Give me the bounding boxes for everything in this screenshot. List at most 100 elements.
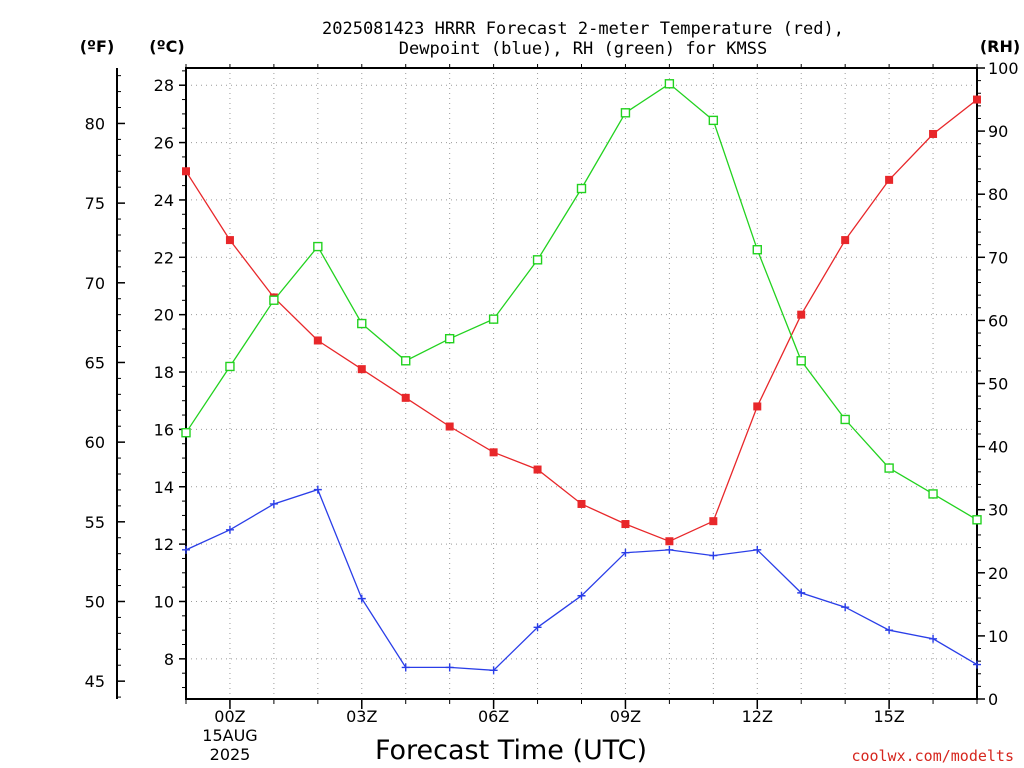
rh-point [884, 463, 894, 473]
dewpoint-point [533, 623, 542, 632]
dewpoint-point [225, 525, 234, 534]
rh-tick-label: 70 [988, 248, 1008, 267]
temperature-point [973, 95, 981, 104]
rh-tick-label: 60 [988, 311, 1008, 330]
rh-point [620, 108, 631, 118]
temperature-point [753, 402, 762, 411]
credit-link[interactable]: coolwx.com/modelts [851, 747, 1014, 765]
rh-point [576, 183, 587, 194]
rh-tick-label: 50 [988, 375, 1008, 394]
rh-point [269, 295, 279, 305]
fahrenheit-tick-label: 60 [85, 433, 105, 452]
celsius-tick-label: 24 [154, 191, 174, 210]
dewpoint-point [797, 588, 806, 597]
celsius-tick-label: 16 [154, 420, 174, 439]
fahrenheit-tick-label: 65 [85, 353, 105, 372]
rh-point [664, 79, 675, 89]
dewpoint-point [445, 663, 454, 672]
rh-point [972, 515, 982, 525]
temperature-point [885, 175, 894, 184]
celsius-tick-label: 26 [154, 134, 174, 153]
rh-point [444, 333, 455, 344]
dewpoint-point [709, 551, 718, 560]
x-axis-label: Forecast Time (UTC) [375, 735, 647, 766]
date-label-year: 2025 [210, 745, 251, 764]
x-tick-label: 00Z [214, 707, 245, 726]
dewpoint-point [753, 545, 762, 554]
celsius-tick-label: 28 [154, 76, 174, 95]
temperature-point [489, 448, 498, 457]
rh-tick-label: 30 [988, 501, 1008, 520]
dewpoint-point [313, 485, 322, 494]
temperature-point [225, 236, 234, 245]
temperature-point [929, 129, 938, 138]
temperature-point [401, 393, 410, 402]
temperature-point [709, 517, 718, 526]
fahrenheit-tick-label: 55 [85, 513, 105, 532]
temperature-point [313, 336, 322, 345]
rh-tick-label: 40 [988, 438, 1008, 457]
dewpoint-point [182, 545, 190, 554]
temperature-point [577, 499, 586, 508]
chart-title: 2025081423 HRRR Forecast 2-meter Tempera… [322, 19, 844, 39]
fahrenheit-tick-label: 50 [85, 592, 105, 611]
rh-point [752, 245, 762, 255]
dewpoint-point [885, 626, 894, 635]
temperature-point [357, 365, 366, 374]
celsius-tick-label: 10 [154, 592, 174, 611]
temperature-point [797, 310, 806, 319]
celsius-tick-label: 14 [154, 478, 174, 497]
rh-tick-label: 20 [988, 564, 1008, 583]
fahrenheit-tick-label: 70 [85, 274, 105, 293]
dewpoint-point [665, 545, 674, 554]
x-tick-label: 03Z [346, 707, 377, 726]
dewpoint-point [401, 663, 410, 672]
celsius-unit-label: (ºC) [149, 37, 184, 56]
rh-point [313, 241, 323, 252]
dewpoint-point [357, 594, 366, 603]
rh-point [796, 356, 806, 366]
rh-point [401, 356, 411, 366]
dewpoint-point [577, 591, 586, 600]
series-layer [181, 79, 982, 675]
temperature-point [665, 537, 674, 546]
dewpoint-point [929, 634, 938, 643]
x-tick-label: 15Z [873, 707, 904, 726]
rh-point [928, 489, 938, 499]
rh-point [708, 115, 719, 126]
rh-point [181, 428, 191, 438]
rh-tick-label: 80 [988, 185, 1008, 204]
dewpoint-point [489, 666, 498, 675]
date-label-day: 15AUG [202, 726, 257, 745]
x-tick-label: 12Z [742, 707, 773, 726]
temperature-series-line [185, 99, 978, 543]
rh-point [840, 414, 850, 425]
dewpoint-point [841, 603, 850, 612]
x-tick-label: 06Z [478, 707, 509, 726]
rh-tick-label: 0 [988, 690, 998, 709]
rh-unit-label: (RH) [980, 37, 1020, 56]
temperature-point [621, 520, 630, 529]
rh-point [488, 314, 499, 324]
temperature-point [182, 167, 190, 176]
celsius-tick-label: 18 [154, 363, 174, 382]
celsius-tick-label: 12 [154, 535, 174, 554]
rh-point [532, 255, 543, 265]
rh-series-line [185, 82, 978, 521]
tick-layer: 00Z 03Z 06Z 09Z 12Z 15Z 8 10 12 14 16 18 20 22 24 26 28 4… [85, 59, 1019, 726]
fahrenheit-tick-label: 45 [85, 672, 105, 691]
dewpoint-point [973, 660, 981, 669]
fahrenheit-tick-label: 75 [85, 194, 105, 213]
celsius-tick-label: 8 [164, 650, 174, 669]
rh-point [225, 361, 235, 372]
grid-layer [186, 68, 977, 699]
rh-point [357, 318, 367, 329]
chart-subtitle: Dewpoint (blue), RH (green) for KMSS [399, 39, 767, 59]
temperature-point [533, 465, 542, 474]
fahrenheit-tick-label: 80 [85, 114, 105, 133]
celsius-tick-label: 20 [154, 306, 174, 325]
dewpoint-point [269, 499, 278, 508]
celsius-tick-label: 22 [154, 248, 174, 267]
rh-tick-label: 100 [988, 59, 1019, 78]
